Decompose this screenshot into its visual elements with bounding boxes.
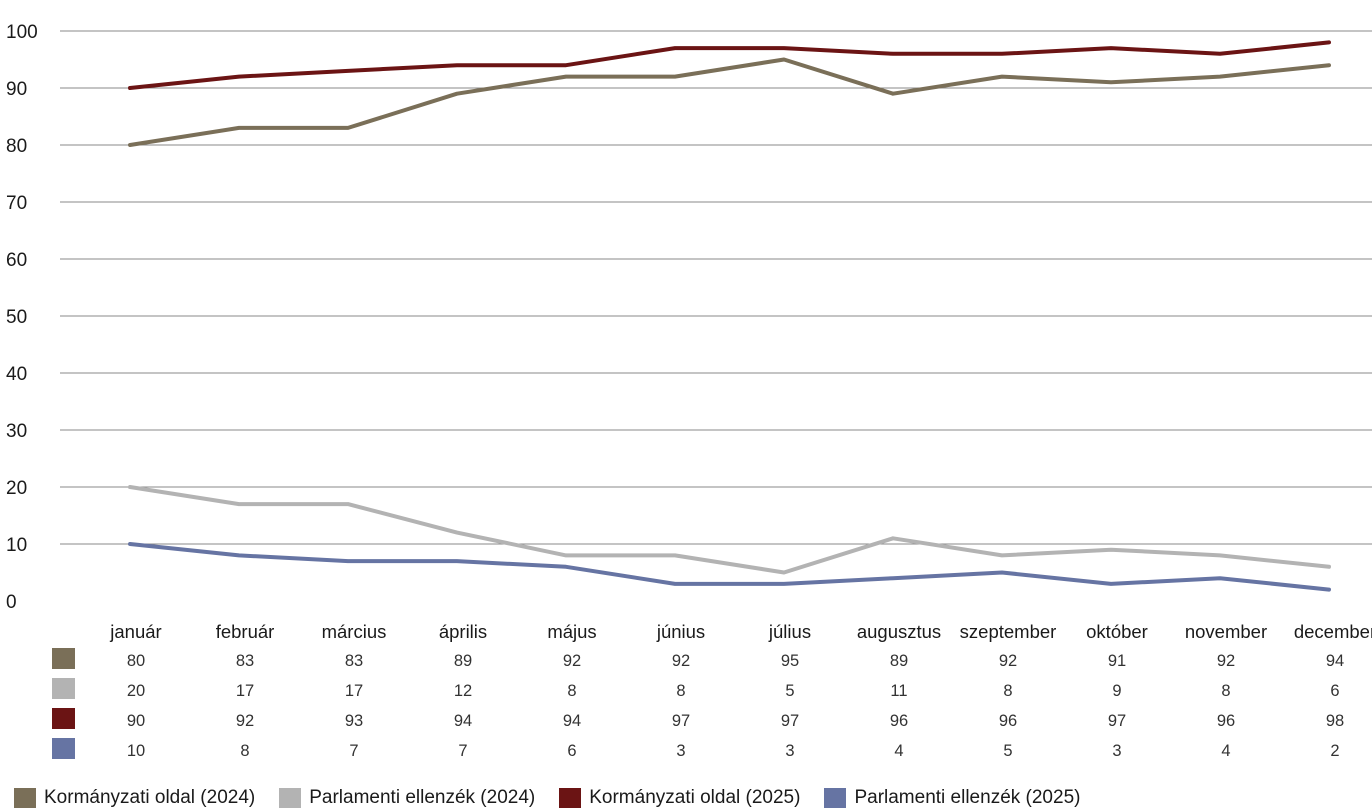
table-row-swatch-4 — [52, 738, 75, 759]
table-cell-1-1: 80 — [127, 652, 145, 670]
legend-label-2: Parlamenti ellenzék (2024) — [309, 787, 536, 808]
category-label-1: január — [109, 621, 161, 642]
table-cell-3-3: 93 — [345, 712, 363, 730]
series-line-4 — [128, 542, 1331, 592]
table-row-swatch-3 — [52, 708, 75, 729]
table-cell-1-8: 89 — [890, 652, 908, 670]
y-tick-label-30: 30 — [6, 421, 27, 442]
table-cell-2-9: 8 — [1003, 682, 1012, 700]
table-cell-4-7: 3 — [785, 742, 794, 760]
table-cell-3-10: 97 — [1108, 712, 1126, 730]
table-cell-2-4: 12 — [454, 682, 472, 700]
table-cell-2-12: 6 — [1330, 682, 1339, 700]
category-label-8: augusztus — [857, 621, 941, 642]
table-cell-3-8: 96 — [890, 712, 908, 730]
category-label-12: december — [1294, 621, 1372, 642]
table-cell-1-3: 83 — [345, 652, 363, 670]
y-tick-label-80: 80 — [6, 136, 27, 157]
data-table: január február március április május június jú… — [52, 621, 1372, 760]
y-axis-tick-labels: 0 10 20 30 40 50 60 70 80 90 100 — [6, 22, 38, 613]
series-line-3 — [128, 40, 1331, 90]
table-cell-1-9: 92 — [999, 652, 1017, 670]
legend-item-1: Kormányzati oldal (2024) — [14, 787, 255, 809]
table-cell-4-9: 5 — [1003, 742, 1012, 760]
table-cell-2-10: 9 — [1112, 682, 1121, 700]
legend: Kormányzati oldal (2024) Parlamenti elle… — [14, 786, 1104, 810]
table-cell-3-6: 97 — [672, 712, 690, 730]
table-cell-4-4: 7 — [458, 742, 467, 760]
legend-swatch-2 — [279, 788, 302, 808]
category-label-9: szeptember — [960, 621, 1057, 642]
gridlines — [60, 30, 1372, 545]
y-tick-label-70: 70 — [6, 193, 27, 214]
category-label-2: február — [216, 621, 275, 642]
legend-swatch-1 — [14, 788, 36, 808]
category-label-11: november — [1185, 621, 1267, 642]
table-cell-1-7: 95 — [781, 652, 799, 670]
y-tick-label-0: 0 — [6, 592, 17, 613]
table-cell-2-3: 17 — [345, 682, 363, 700]
category-label-6: június — [656, 621, 705, 642]
legend-label-4: Parlamenti ellenzék (2025) — [854, 787, 1081, 808]
legend-label-1: Kormányzati oldal (2024) — [44, 787, 256, 808]
table-cell-1-2: 83 — [236, 652, 254, 670]
table-cell-4-3: 7 — [349, 742, 358, 760]
table-cell-4-10: 3 — [1112, 742, 1121, 760]
legend-item-4: Parlamenti ellenzék (2025) — [824, 787, 1080, 809]
table-cell-4-5: 6 — [567, 742, 576, 760]
table-cell-1-12: 94 — [1326, 652, 1344, 670]
y-tick-label-50: 50 — [6, 307, 27, 328]
table-cell-3-1: 90 — [127, 712, 145, 730]
legend-swatch-4 — [824, 788, 847, 808]
table-row-swatch-2 — [52, 678, 75, 699]
legend-item-3: Kormányzati oldal (2025) — [559, 787, 800, 809]
table-cell-1-5: 92 — [563, 652, 581, 670]
table-row-swatch-1 — [52, 648, 75, 669]
table-cell-2-11: 8 — [1221, 682, 1230, 700]
table-cell-4-8: 4 — [894, 742, 903, 760]
legend-item-2: Parlamenti ellenzék (2024) — [279, 787, 535, 809]
y-tick-label-40: 40 — [6, 364, 27, 385]
y-tick-label-100: 100 — [6, 22, 38, 43]
series-lines — [128, 40, 1331, 592]
table-cell-3-7: 97 — [781, 712, 799, 730]
y-tick-label-90: 90 — [6, 79, 27, 100]
legend-swatch-3 — [559, 788, 582, 808]
table-cell-3-9: 96 — [999, 712, 1017, 730]
table-cell-2-1: 20 — [127, 682, 145, 700]
table-cell-4-2: 8 — [240, 742, 249, 760]
table-cell-1-10: 91 — [1108, 652, 1126, 670]
table-cell-1-4: 89 — [454, 652, 472, 670]
table-cell-4-11: 4 — [1221, 742, 1230, 760]
y-tick-label-20: 20 — [6, 478, 27, 499]
table-cell-4-1: 10 — [127, 742, 145, 760]
table-cell-4-6: 3 — [676, 742, 685, 760]
table-cell-3-5: 94 — [563, 712, 581, 730]
table-cell-3-11: 96 — [1217, 712, 1235, 730]
series-line-2 — [128, 485, 1331, 575]
category-label-7: július — [768, 621, 811, 642]
table-cell-2-2: 17 — [236, 682, 254, 700]
line-chart-svg: 0 10 20 30 40 50 60 70 80 90 100 január február márc… — [6, 22, 1372, 760]
legend-label-3: Kormányzati oldal (2025) — [589, 787, 801, 808]
category-label-5: május — [547, 621, 596, 642]
table-cell-4-12: 2 — [1330, 742, 1339, 760]
series-line-1 — [128, 57, 1331, 147]
y-tick-label-10: 10 — [6, 535, 27, 556]
table-cell-1-6: 92 — [672, 652, 690, 670]
table-cell-2-5: 8 — [567, 682, 576, 700]
table-cell-2-6: 8 — [676, 682, 685, 700]
table-cell-3-2: 92 — [236, 712, 254, 730]
table-cell-3-4: 94 — [454, 712, 472, 730]
table-cell-3-12: 98 — [1326, 712, 1344, 730]
category-label-3: március — [322, 621, 387, 642]
table-cell-2-8: 11 — [890, 682, 907, 700]
table-cell-1-11: 92 — [1217, 652, 1235, 670]
y-tick-label-60: 60 — [6, 250, 27, 271]
table-cell-2-7: 5 — [785, 682, 794, 700]
category-label-10: október — [1086, 621, 1148, 642]
category-label-4: április — [439, 621, 487, 642]
